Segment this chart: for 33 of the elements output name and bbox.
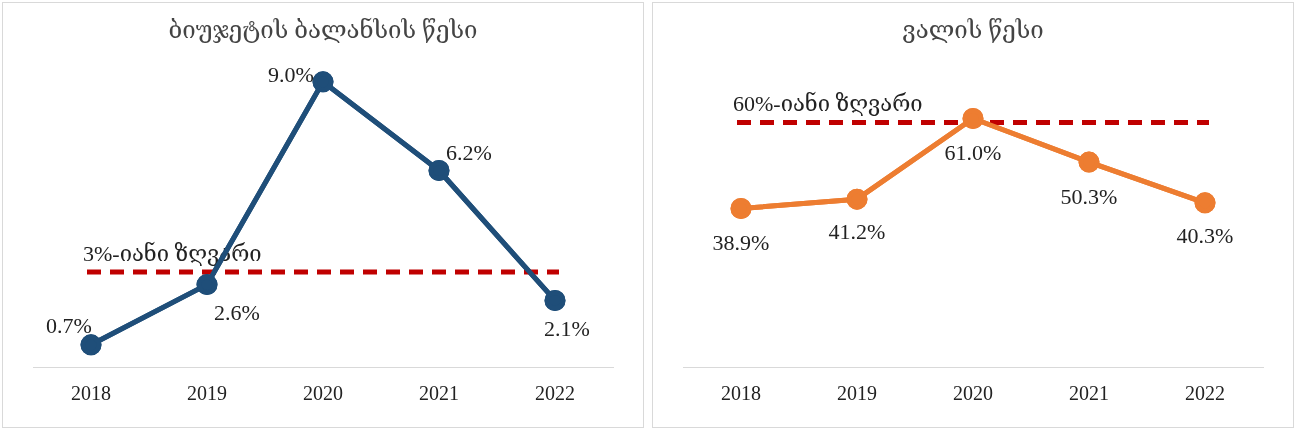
chart-title: ბიუჯეტის ბალანსის წესი	[168, 16, 478, 43]
x-tick-label: 2020	[303, 382, 343, 405]
chart-title: ვალის წესი	[902, 16, 1044, 43]
data-label: 38.9%	[712, 230, 770, 256]
x-tick-label: 2021	[1069, 382, 1109, 405]
x-tick-label: 2022	[535, 382, 575, 405]
point	[312, 71, 334, 93]
point	[962, 107, 984, 129]
x-tick-label: 2019	[837, 382, 877, 405]
data-label: 2.1%	[544, 316, 590, 342]
point	[846, 188, 868, 210]
point	[428, 160, 450, 182]
point	[1078, 151, 1100, 173]
data-label: 50.3%	[1060, 183, 1118, 209]
x-tick-label: 2019	[187, 382, 227, 405]
point	[544, 289, 566, 311]
x-tick-label: 2020	[953, 382, 993, 405]
data-label: 40.3%	[1176, 222, 1234, 248]
x-tick-label: 2018	[721, 382, 761, 405]
point	[730, 198, 752, 220]
data-label: 0.7%	[46, 312, 92, 338]
data-label: 61.0%	[944, 140, 1002, 166]
x-tick-label: 2018	[71, 382, 111, 405]
data-label: 6.2%	[446, 140, 492, 166]
point	[80, 334, 102, 356]
point	[196, 274, 218, 296]
x-tick-label: 2021	[419, 382, 459, 405]
data-label: 9.0%	[268, 61, 314, 87]
ref-line-label: 60%-იანი ზღვარი	[733, 91, 923, 117]
data-label: 41.2%	[828, 218, 886, 244]
data-label: 2.6%	[214, 300, 260, 326]
x-tick-label: 2022	[1185, 382, 1225, 405]
point	[1194, 192, 1216, 214]
